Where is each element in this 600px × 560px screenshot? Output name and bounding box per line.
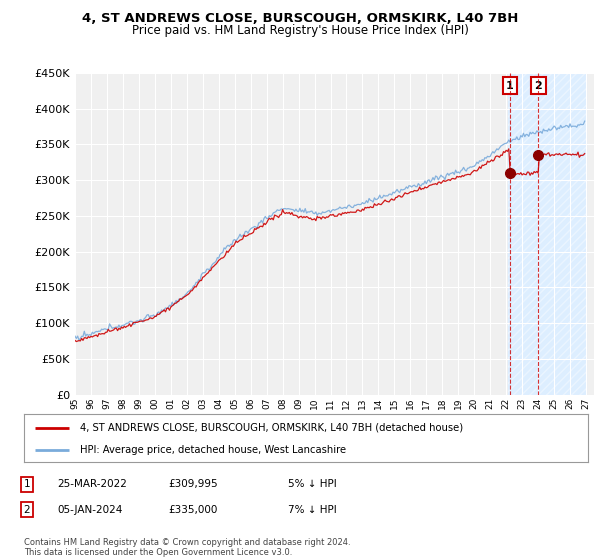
Text: 1: 1	[23, 479, 31, 489]
Text: 2: 2	[23, 505, 31, 515]
Text: £309,995: £309,995	[168, 479, 218, 489]
Text: £335,000: £335,000	[168, 505, 217, 515]
Text: 4, ST ANDREWS CLOSE, BURSCOUGH, ORMSKIRK, L40 7BH (detached house): 4, ST ANDREWS CLOSE, BURSCOUGH, ORMSKIRK…	[80, 423, 464, 433]
Text: 7% ↓ HPI: 7% ↓ HPI	[288, 505, 337, 515]
Text: 05-JAN-2024: 05-JAN-2024	[57, 505, 122, 515]
Text: 2: 2	[535, 81, 542, 91]
Bar	[508, 73, 586, 395]
Text: Contains HM Land Registry data © Crown copyright and database right 2024.
This d: Contains HM Land Registry data © Crown c…	[24, 538, 350, 557]
Text: 25-MAR-2022: 25-MAR-2022	[57, 479, 127, 489]
Text: 5% ↓ HPI: 5% ↓ HPI	[288, 479, 337, 489]
Text: 1: 1	[506, 81, 514, 91]
Text: HPI: Average price, detached house, West Lancashire: HPI: Average price, detached house, West…	[80, 445, 347, 455]
Bar	[508, 73, 586, 395]
Text: 4, ST ANDREWS CLOSE, BURSCOUGH, ORMSKIRK, L40 7BH: 4, ST ANDREWS CLOSE, BURSCOUGH, ORMSKIRK…	[82, 12, 518, 25]
Text: Price paid vs. HM Land Registry's House Price Index (HPI): Price paid vs. HM Land Registry's House …	[131, 24, 469, 36]
